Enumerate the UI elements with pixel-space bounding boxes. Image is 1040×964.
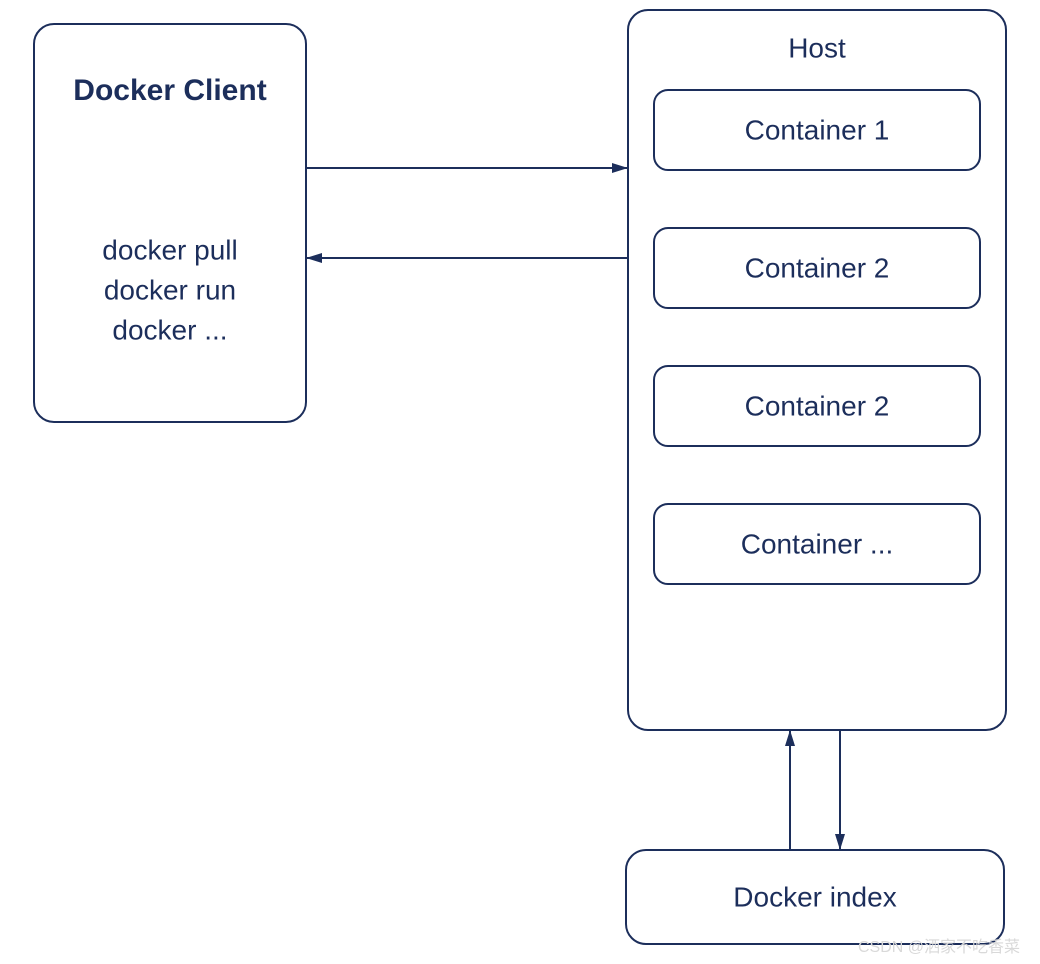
container-label-2: Container 2 [745, 390, 890, 421]
client-cmd-2: docker ... [112, 314, 227, 345]
index-label: Docker index [733, 881, 896, 912]
client-cmd-0: docker pull [102, 234, 237, 265]
container-label-0: Container 1 [745, 114, 890, 145]
container-label-3: Container ... [741, 528, 894, 559]
docker-architecture-diagram: Docker Client docker pull docker run docker… [0, 0, 1040, 964]
client-title: Docker Client [73, 74, 266, 107]
host-title: Host [788, 32, 846, 63]
client-cmd-1: docker run [104, 274, 236, 305]
container-label-1: Container 2 [745, 252, 890, 283]
watermark: CSDN @洒家不吃香菜 [858, 938, 1020, 956]
